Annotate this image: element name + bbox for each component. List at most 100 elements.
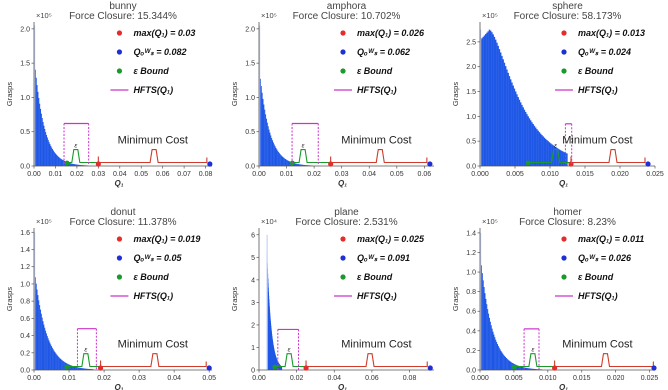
- histogram-bar: [87, 368, 89, 370]
- x-tick-label: 0.01: [62, 375, 76, 382]
- histogram-bar: [42, 321, 44, 370]
- x-tick-label: 0.08: [199, 171, 213, 178]
- epsilon-symbol: ε: [84, 347, 87, 354]
- legend-q-ows-label: Qₒᵂₛ = 0.082: [133, 47, 186, 57]
- histogram-bar: [271, 137, 273, 166]
- histogram-bar: [521, 367, 523, 370]
- histogram-bar: [497, 345, 499, 370]
- chart-title: homer: [553, 207, 582, 218]
- histogram-bar: [70, 163, 72, 166]
- min-cost-label: Minimum Cost: [118, 339, 188, 351]
- histogram-bars: [34, 60, 90, 166]
- histogram-bar: [267, 126, 269, 166]
- histogram-bar: [548, 142, 551, 166]
- histogram-bar: [73, 366, 75, 370]
- histogram-bars: [266, 251, 283, 370]
- cost-curve: [97, 148, 208, 164]
- y-tick-label: 1: [251, 345, 255, 352]
- x-tick-label: 0.020: [611, 171, 629, 178]
- histogram-bar: [74, 164, 76, 166]
- min-cost-label: Minimum Cost: [562, 135, 632, 147]
- histogram-bar: [531, 122, 533, 166]
- histogram-bar: [272, 142, 274, 166]
- histogram-bar: [296, 163, 298, 166]
- histogram-bar: [305, 165, 307, 166]
- histogram-bar: [513, 88, 516, 166]
- histogram-bar: [297, 164, 299, 166]
- histogram-bar: [536, 129, 538, 166]
- legend-q-ows-marker: [340, 255, 346, 261]
- histogram-bar: [48, 142, 50, 166]
- histogram-bar: [45, 333, 47, 370]
- histogram-spike: [34, 25, 36, 166]
- x-tick-label: 0.020: [607, 375, 625, 382]
- x-tick-label: 0.04: [327, 375, 341, 382]
- y-tick-label: 2: [251, 322, 255, 329]
- histogram-bar: [563, 152, 566, 166]
- histogram-bar: [51, 347, 53, 370]
- q-ows-marker: [427, 365, 433, 371]
- histogram-bar: [72, 163, 74, 166]
- histogram-bar: [294, 163, 296, 166]
- x-tick-label: 0.015: [573, 375, 591, 382]
- histogram-bar: [279, 154, 281, 166]
- histogram-bar: [43, 324, 45, 370]
- y-tick-label: 1.2: [20, 264, 30, 271]
- histogram-bar: [521, 366, 523, 370]
- legend-bound-marker: [561, 68, 567, 74]
- y-tick-label: 1.5: [245, 61, 255, 68]
- histogram-bar: [82, 165, 84, 166]
- histogram-bar: [546, 140, 548, 166]
- y-exponent-label: ×10⁵: [482, 11, 498, 20]
- histogram-bar: [555, 147, 557, 166]
- histogram-bar: [281, 366, 283, 370]
- x-axis-label: Q₁: [559, 383, 568, 390]
- histogram-bar: [80, 165, 82, 166]
- histogram-spike: [259, 25, 261, 166]
- histogram-spike: [480, 232, 482, 370]
- histogram-bar: [530, 368, 532, 370]
- histogram-bar: [556, 147, 558, 166]
- q-ows-marker: [427, 161, 433, 167]
- x-tick-label: 0.000: [471, 375, 489, 382]
- histogram-bar: [287, 160, 289, 166]
- histogram-bar: [511, 82, 513, 166]
- y-tick-label: 0.0: [20, 368, 30, 375]
- epsilon-symbol: ε: [531, 347, 534, 354]
- histogram-bar: [70, 163, 72, 166]
- histogram-bar: [62, 361, 64, 370]
- histogram-bar: [62, 160, 64, 166]
- x-tick-label: 0.05: [134, 171, 148, 178]
- histogram-bar: [527, 368, 529, 370]
- legend: max(Q₁) = 0.011 Qₒᵂₛ = 0.026 ε Bound HFTS(Q…: [555, 234, 644, 301]
- histogram-bar: [502, 59, 504, 166]
- histogram-bar: [40, 108, 42, 166]
- histogram-bar: [540, 133, 542, 166]
- histogram-bar: [78, 164, 80, 166]
- histogram-bar: [57, 155, 59, 166]
- histogram-bar: [485, 34, 487, 167]
- histogram-bar: [262, 98, 264, 166]
- histogram-bar: [542, 136, 544, 166]
- histogram-bar: [69, 365, 71, 370]
- y-tick-label: 1.0: [245, 95, 255, 102]
- q-ows-marker: [651, 365, 657, 371]
- histogram-bar: [501, 55, 503, 166]
- histogram-bar: [83, 368, 85, 370]
- legend-hfts-label: HFTS(Q₁): [357, 291, 397, 301]
- histogram-bar: [304, 164, 306, 166]
- histogram-bar: [264, 109, 266, 166]
- histogram-bar: [510, 361, 512, 370]
- bound-curve: [66, 353, 101, 368]
- histogram-bar: [44, 128, 46, 166]
- histogram-bar: [512, 85, 514, 166]
- y-tick-label: 1.0: [466, 270, 476, 277]
- x-tick-label: 0.02: [70, 171, 84, 178]
- histogram-bar: [303, 164, 305, 166]
- histogram-bar: [90, 369, 92, 370]
- histogram-bar: [507, 359, 509, 370]
- histogram-bar: [547, 141, 549, 166]
- histogram-bar: [509, 361, 511, 370]
- histogram-bar: [557, 148, 559, 166]
